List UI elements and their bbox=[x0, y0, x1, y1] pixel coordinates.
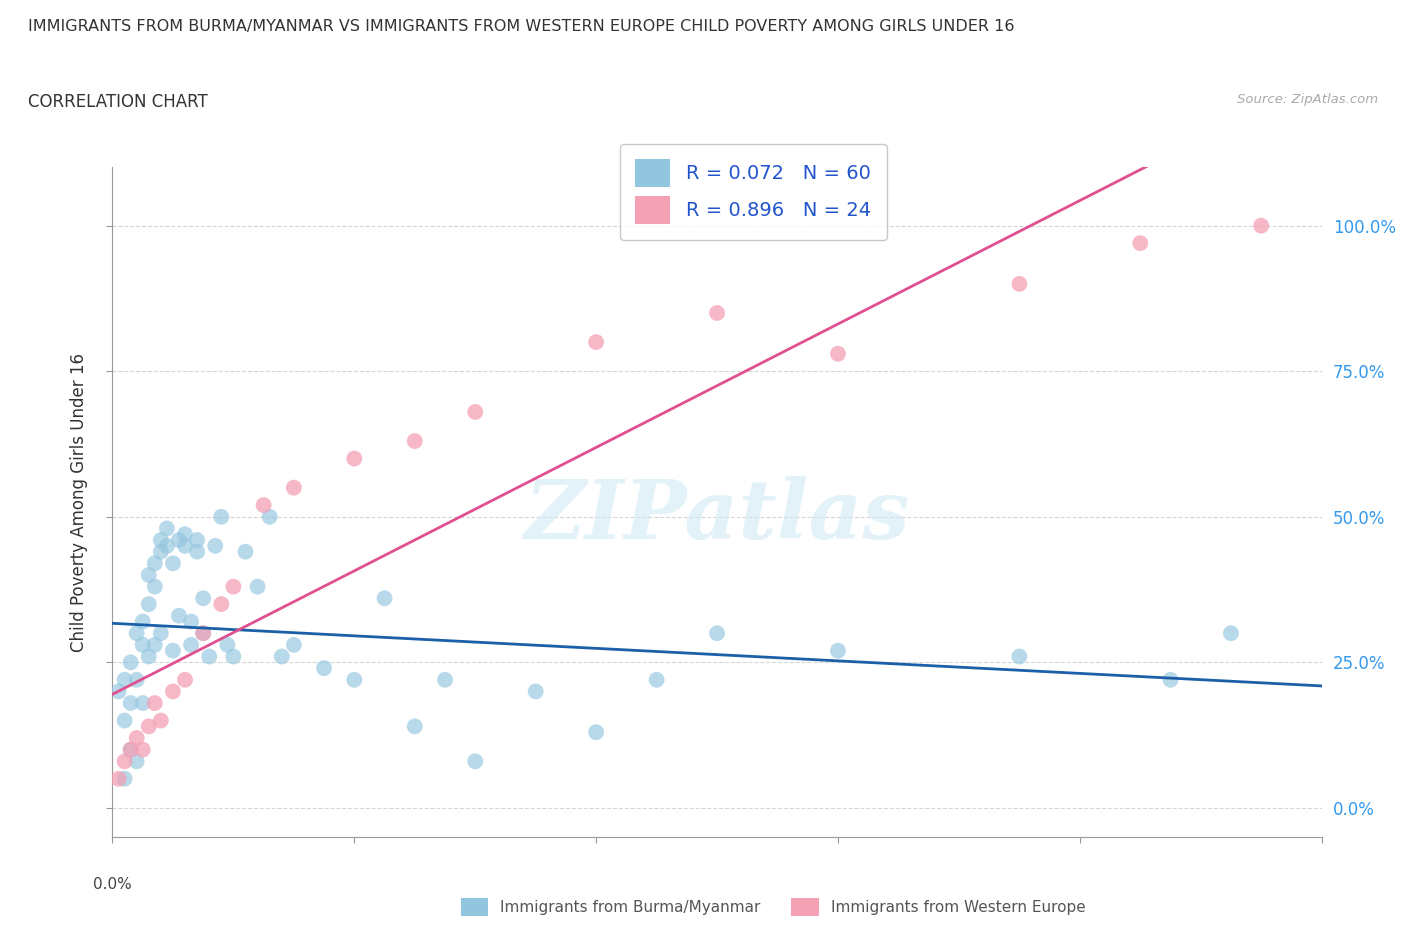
Point bbox=[259, 510, 281, 525]
Point bbox=[1250, 219, 1272, 233]
Point bbox=[585, 724, 607, 739]
Point bbox=[404, 719, 426, 734]
Point bbox=[1159, 672, 1181, 687]
Point bbox=[120, 696, 142, 711]
Point bbox=[132, 696, 155, 711]
Point bbox=[114, 754, 136, 769]
Point bbox=[132, 742, 155, 757]
Point bbox=[120, 742, 142, 757]
Point bbox=[1129, 235, 1152, 250]
Point bbox=[156, 538, 179, 553]
Point bbox=[114, 672, 136, 687]
Point bbox=[186, 533, 208, 548]
Point bbox=[198, 649, 221, 664]
Point bbox=[645, 672, 668, 687]
Point bbox=[120, 655, 142, 670]
Y-axis label: Child Poverty Among Girls Under 16: Child Poverty Among Girls Under 16 bbox=[70, 352, 89, 652]
Point bbox=[524, 684, 547, 698]
Point bbox=[270, 649, 292, 664]
Legend: Immigrants from Burma/Myanmar, Immigrants from Western Europe: Immigrants from Burma/Myanmar, Immigrant… bbox=[454, 892, 1092, 923]
Point bbox=[167, 608, 190, 623]
Point bbox=[125, 626, 148, 641]
Point bbox=[149, 533, 172, 548]
Point bbox=[180, 614, 202, 629]
Text: ZIPatlas: ZIPatlas bbox=[524, 475, 910, 555]
Point bbox=[174, 672, 197, 687]
Point bbox=[314, 660, 336, 675]
Point bbox=[107, 684, 129, 698]
Point bbox=[283, 480, 305, 495]
Point bbox=[374, 591, 396, 605]
Point bbox=[827, 346, 849, 361]
Text: 0.0%: 0.0% bbox=[93, 877, 132, 892]
Point bbox=[162, 684, 184, 698]
Point bbox=[138, 597, 160, 612]
Point bbox=[209, 597, 232, 612]
Point bbox=[138, 649, 160, 664]
Point bbox=[1220, 626, 1243, 641]
Point bbox=[404, 433, 426, 448]
Point bbox=[114, 771, 136, 786]
Point bbox=[138, 567, 160, 582]
Point bbox=[209, 510, 232, 525]
Point bbox=[827, 644, 849, 658]
Point bbox=[343, 672, 366, 687]
Point bbox=[143, 637, 166, 652]
Point bbox=[132, 614, 155, 629]
Text: IMMIGRANTS FROM BURMA/MYANMAR VS IMMIGRANTS FROM WESTERN EUROPE CHILD POVERTY AM: IMMIGRANTS FROM BURMA/MYANMAR VS IMMIGRA… bbox=[28, 19, 1015, 33]
Point bbox=[143, 579, 166, 594]
Point bbox=[204, 538, 226, 553]
Text: CORRELATION CHART: CORRELATION CHART bbox=[28, 93, 208, 111]
Point bbox=[162, 644, 184, 658]
Point bbox=[114, 713, 136, 728]
Point bbox=[283, 637, 305, 652]
Point bbox=[138, 719, 160, 734]
Point bbox=[191, 591, 214, 605]
Point bbox=[1008, 649, 1031, 664]
Point bbox=[162, 556, 184, 571]
Point bbox=[191, 626, 214, 641]
Point bbox=[132, 637, 155, 652]
Point bbox=[706, 626, 728, 641]
Point bbox=[585, 335, 607, 350]
Legend: R = 0.072   N = 60, R = 0.896   N = 24: R = 0.072 N = 60, R = 0.896 N = 24 bbox=[620, 143, 887, 240]
Point bbox=[107, 771, 129, 786]
Point bbox=[706, 306, 728, 321]
Point bbox=[222, 649, 245, 664]
Point bbox=[156, 521, 179, 536]
Point bbox=[125, 731, 148, 746]
Point bbox=[180, 637, 202, 652]
Point bbox=[433, 672, 456, 687]
Point bbox=[143, 556, 166, 571]
Point bbox=[149, 626, 172, 641]
Point bbox=[217, 637, 239, 652]
Point bbox=[174, 526, 197, 541]
Point bbox=[235, 544, 257, 559]
Point bbox=[143, 696, 166, 711]
Point bbox=[149, 713, 172, 728]
Point bbox=[174, 538, 197, 553]
Point bbox=[464, 405, 486, 419]
Point bbox=[120, 742, 142, 757]
Point bbox=[222, 579, 245, 594]
Point bbox=[186, 544, 208, 559]
Point bbox=[246, 579, 269, 594]
Point bbox=[343, 451, 366, 466]
Text: Source: ZipAtlas.com: Source: ZipAtlas.com bbox=[1237, 93, 1378, 106]
Point bbox=[191, 626, 214, 641]
Point bbox=[149, 544, 172, 559]
Point bbox=[125, 672, 148, 687]
Point bbox=[1008, 276, 1031, 291]
Point bbox=[464, 754, 486, 769]
Point bbox=[253, 498, 276, 512]
Point bbox=[125, 754, 148, 769]
Point bbox=[167, 533, 190, 548]
